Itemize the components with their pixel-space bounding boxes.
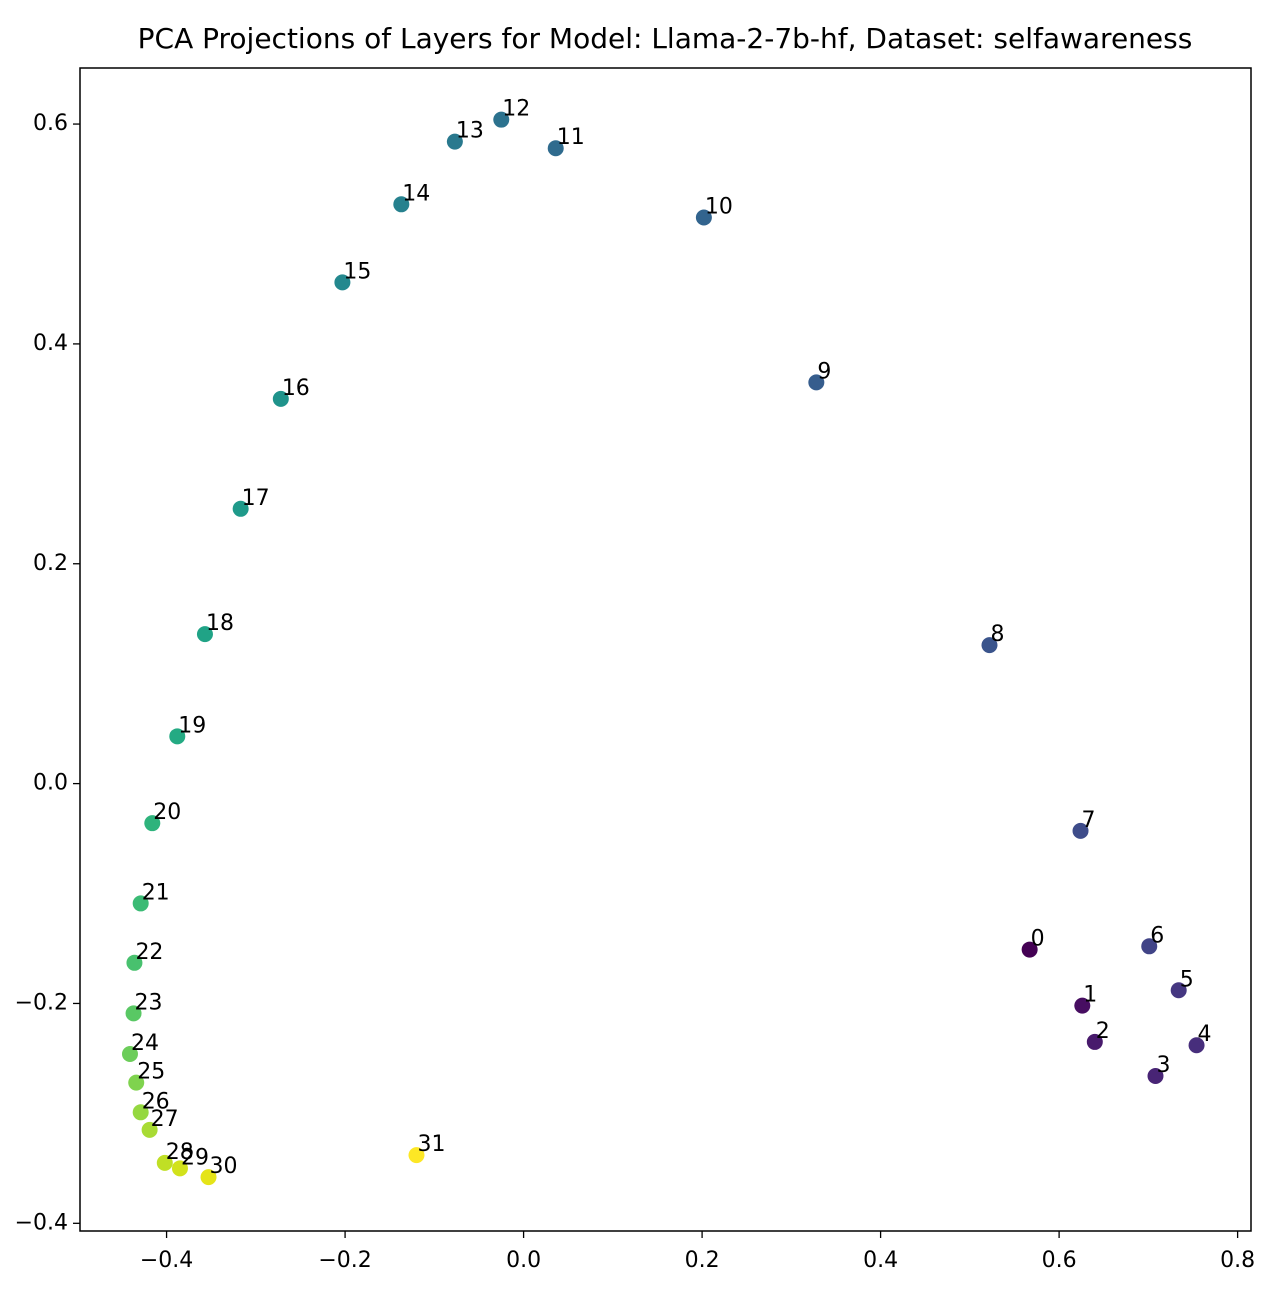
point <box>695 209 712 226</box>
point <box>272 390 289 407</box>
x-tick-label: 0.2 <box>685 1248 720 1273</box>
point <box>493 111 510 128</box>
point <box>408 1147 425 1164</box>
point-label: 18 <box>206 611 234 636</box>
point <box>126 954 143 971</box>
point-label: 7 <box>1082 808 1096 833</box>
point <box>141 1121 158 1138</box>
chart-title: PCA Projections of Layers for Model: Lla… <box>138 22 1193 55</box>
point <box>1086 1033 1103 1050</box>
point-label: 19 <box>178 713 206 738</box>
point-label: 0 <box>1031 927 1045 952</box>
point-label: 25 <box>137 1060 165 1085</box>
y-tick-label: −0.2 <box>15 990 68 1015</box>
point-label: 16 <box>282 376 310 401</box>
point <box>547 140 564 157</box>
point-label: 27 <box>151 1107 179 1132</box>
point <box>128 1074 145 1091</box>
point-label: 14 <box>402 181 430 206</box>
y-tick-label: 0.6 <box>33 111 68 136</box>
point <box>196 626 213 643</box>
point <box>156 1154 173 1171</box>
point <box>1141 938 1158 955</box>
point-label: 30 <box>210 1154 238 1179</box>
point-label: 13 <box>456 119 484 144</box>
x-tick-label: 0.8 <box>1220 1248 1255 1273</box>
y-tick-label: 0.2 <box>33 551 68 576</box>
y-tick-label: 0.0 <box>33 771 68 796</box>
point <box>1074 997 1091 1014</box>
y-tick-label: 0.4 <box>33 331 68 356</box>
point-label: 31 <box>417 1132 445 1157</box>
point-label: 12 <box>502 97 530 122</box>
point-label: 24 <box>131 1031 159 1056</box>
point-label: 6 <box>1150 923 1164 948</box>
point-label: 5 <box>1180 967 1194 992</box>
point <box>125 1005 142 1022</box>
point <box>808 374 825 391</box>
y-tick-label: −0.4 <box>15 1210 68 1235</box>
point-label: 15 <box>343 259 371 284</box>
point-label: 2 <box>1096 1019 1110 1044</box>
point-label: 9 <box>817 359 831 384</box>
point-label: 11 <box>557 125 585 150</box>
point <box>171 1160 188 1177</box>
x-tick-label: 0.6 <box>1042 1248 1077 1273</box>
point <box>144 815 161 832</box>
point <box>1188 1037 1205 1054</box>
point-label: 26 <box>142 1089 170 1114</box>
point <box>1021 941 1038 958</box>
point-label: 21 <box>142 880 170 905</box>
point <box>393 196 410 213</box>
point <box>132 1104 149 1121</box>
point <box>200 1169 217 1186</box>
point <box>1147 1068 1164 1085</box>
plot-frame <box>79 67 1252 1232</box>
x-tick-label: 0.4 <box>863 1248 898 1273</box>
point-label: 22 <box>135 940 163 965</box>
point <box>446 133 463 150</box>
point <box>1170 982 1187 999</box>
point-label: 1 <box>1083 983 1097 1008</box>
point-label: 3 <box>1156 1053 1170 1078</box>
point <box>132 895 149 912</box>
point-label: 29 <box>181 1145 209 1170</box>
point-label: 23 <box>135 990 163 1015</box>
point <box>121 1046 138 1063</box>
x-tick-label: 0.0 <box>506 1248 541 1273</box>
point-label: 8 <box>990 622 1004 647</box>
point-label: 17 <box>242 486 270 511</box>
point <box>169 728 186 745</box>
x-tick-label: −0.4 <box>140 1248 193 1273</box>
point <box>334 274 351 291</box>
x-tick-label: −0.2 <box>318 1248 371 1273</box>
point-label: 10 <box>705 194 733 219</box>
point-label: 20 <box>153 800 181 825</box>
point-label: 4 <box>1198 1022 1212 1047</box>
point <box>981 637 998 654</box>
point <box>1072 822 1089 839</box>
point <box>232 500 249 517</box>
